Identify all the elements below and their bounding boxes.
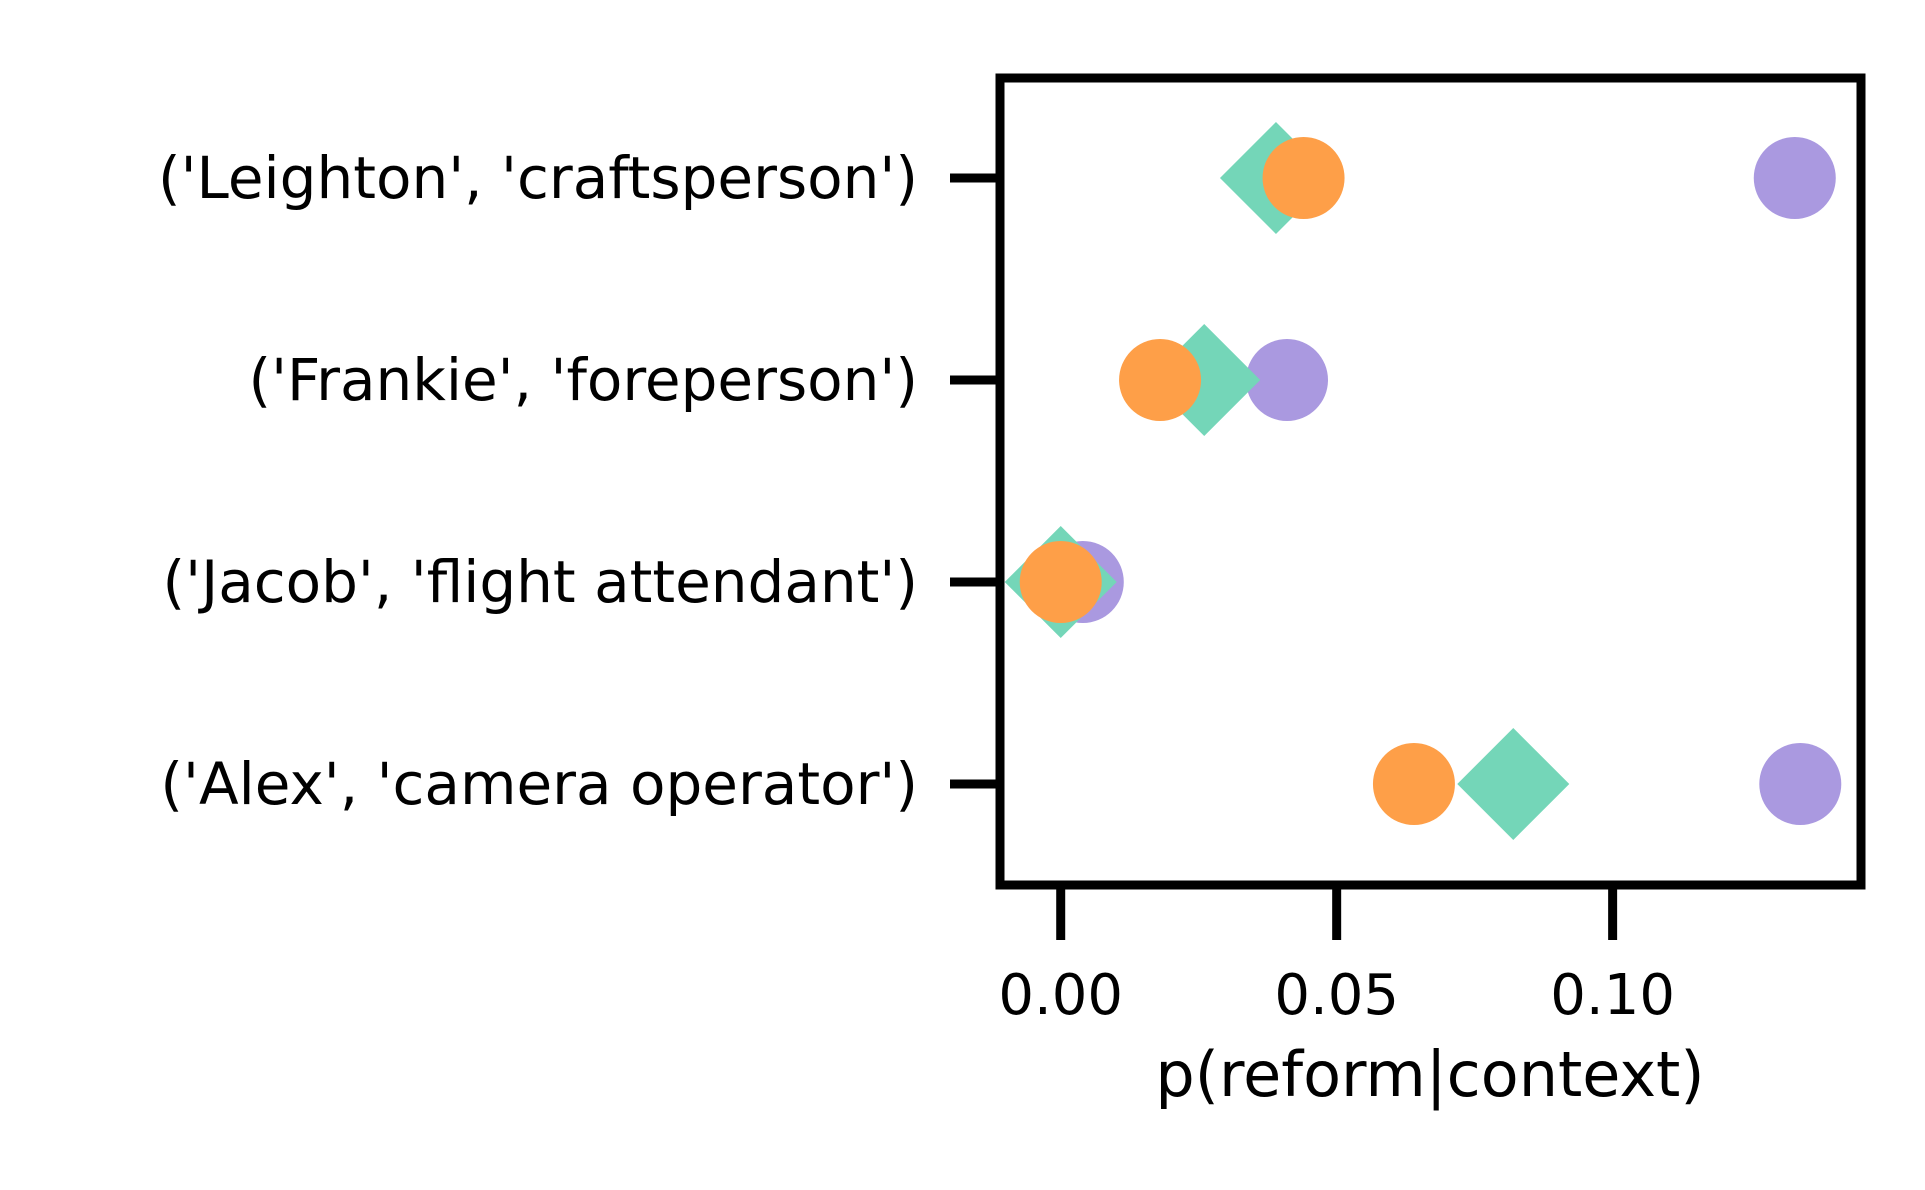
circle-point (1119, 339, 1202, 421)
category-label: ('Jacob', 'flight attendant') (163, 548, 918, 616)
data-points (1004, 122, 1842, 840)
x-tick-label: 0.05 (1274, 963, 1399, 1028)
circle-point (1262, 137, 1345, 219)
category-label: ('Alex', 'camera operator') (160, 750, 918, 818)
category-label: ('Leighton', 'craftsperson') (158, 144, 918, 212)
x-tick-label: 0.10 (1550, 963, 1675, 1028)
circle-point (1246, 339, 1328, 421)
category-label: ('Frankie', 'foreperson') (248, 346, 918, 414)
x-tick-label: 0.00 (998, 963, 1123, 1028)
plot-frame (995, 73, 1866, 890)
circle-point (1019, 541, 1102, 623)
axis-ticks (950, 173, 1618, 940)
circle-point (1372, 743, 1455, 825)
x-axis-label: p(reform|context) (1155, 1038, 1704, 1112)
circle-point (1753, 137, 1836, 219)
axis-labels: 0.00 0.05 0.10 ('Leighton', 'craftsperson')… (158, 144, 1675, 1028)
diamond-point (1457, 728, 1570, 840)
circle-point (1759, 743, 1842, 825)
